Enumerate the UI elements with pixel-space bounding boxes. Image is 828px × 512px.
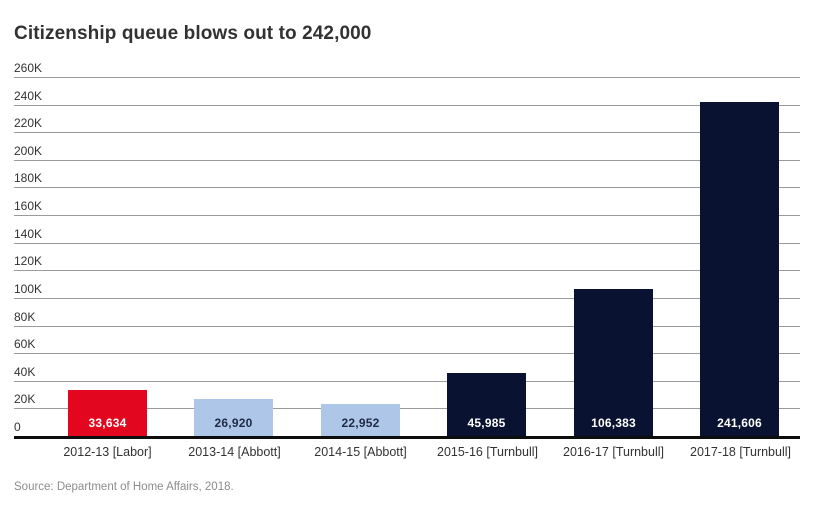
y-grid-line: [14, 243, 800, 244]
y-tick-label: 40K: [14, 365, 36, 379]
bar: 22,952: [321, 404, 400, 436]
y-grid-line: [14, 105, 800, 106]
y-tick-label: 220K: [14, 116, 43, 130]
y-tick-label: 140K: [14, 227, 43, 241]
chart-title: Citizenship queue blows out to 242,000: [14, 23, 372, 44]
bar-value-label: 22,952: [341, 416, 380, 430]
y-grid-line: [14, 270, 800, 271]
y-tick-label: 200K: [14, 144, 43, 158]
bar: 33,634: [68, 390, 147, 436]
y-tick-label: 100K: [14, 282, 43, 296]
y-tick-label: 0: [14, 420, 21, 434]
y-grid-line: [14, 353, 800, 354]
y-grid-line: [14, 298, 800, 299]
bar: 26,920: [194, 399, 273, 436]
source-note: Source: Department of Home Affairs, 2018…: [14, 481, 234, 493]
y-grid-line: [14, 408, 800, 409]
bar: 106,383: [574, 289, 653, 436]
bar: 241,606: [700, 102, 779, 436]
bar-value-label: 45,985: [467, 416, 506, 430]
y-tick-label: 20K: [14, 392, 36, 406]
y-tick-label: 260K: [14, 61, 43, 75]
y-tick-label: 60K: [14, 337, 36, 351]
bar-value-label: 241,606: [717, 416, 762, 430]
y-grid-line: [14, 132, 800, 133]
x-tick-label: 2012-13 [Labor]: [63, 445, 152, 459]
y-tick-label: 80K: [14, 310, 36, 324]
x-tick-label: 2015-16 [Turnbull]: [437, 445, 538, 459]
x-tick-label: 2016-17 [Turnbull]: [563, 445, 664, 459]
y-tick-label: 240K: [14, 89, 43, 103]
bar-value-label: 33,634: [88, 416, 127, 430]
x-tick-label: 2013-14 [Abbott]: [188, 445, 281, 459]
y-grid-line: [14, 215, 800, 216]
y-grid-line: [14, 160, 800, 161]
y-tick-label: 120K: [14, 254, 43, 268]
y-grid-line: [14, 187, 800, 188]
x-tick-label: 2017-18 [Turnbull]: [690, 445, 791, 459]
bar-value-label: 26,920: [214, 416, 253, 430]
bar: 45,985: [447, 373, 526, 436]
x-tick-label: 2014-15 [Abbott]: [314, 445, 407, 459]
bar-value-label: 106,383: [591, 416, 636, 430]
y-tick-label: 180K: [14, 171, 43, 185]
y-grid-line: [14, 77, 800, 78]
y-grid-line: [14, 326, 800, 327]
y-tick-label: 160K: [14, 199, 43, 213]
y-grid-line: [14, 381, 800, 382]
x-axis-line: [14, 436, 800, 439]
